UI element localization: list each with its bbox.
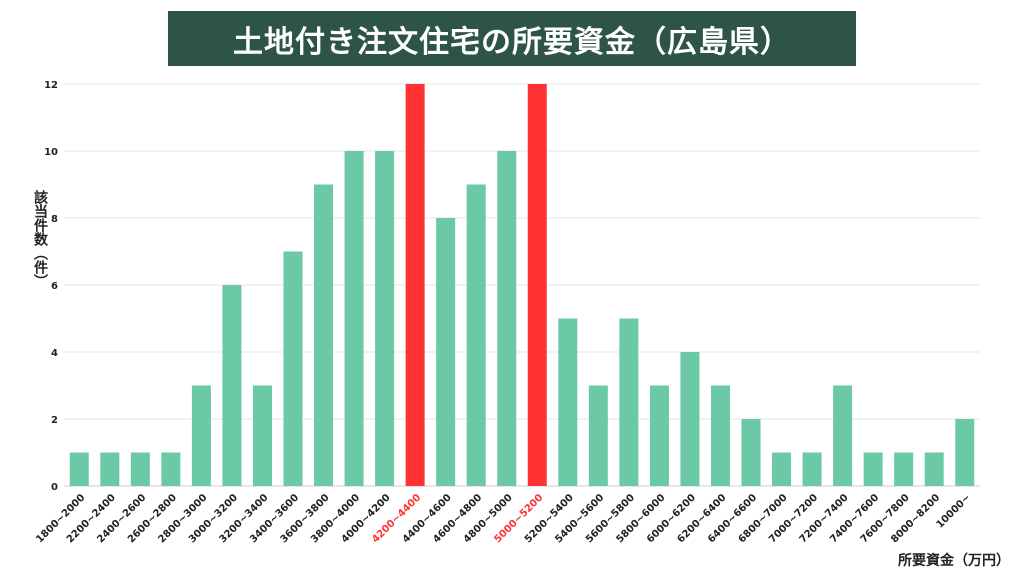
bar-2400~2600 [130, 452, 150, 486]
bar-7400~7600 [863, 452, 883, 486]
y-tick-label: 10 [44, 147, 58, 158]
grid-lines [64, 83, 980, 487]
bar-3400~3600 [283, 251, 303, 486]
y-tick-label: 8 [51, 214, 58, 225]
bar-8000~8200 [924, 452, 944, 486]
bar-5800~6000 [649, 385, 669, 486]
bars [69, 84, 975, 486]
bar-5200~5400 [558, 318, 578, 486]
bar-4600~4800 [466, 184, 486, 486]
bar-4200~4400 [405, 84, 425, 486]
bar-3600~3800 [314, 184, 334, 486]
y-tick-label: 4 [51, 348, 58, 359]
y-tick-labels: 0 2 4 6 8 10 12 [44, 80, 58, 493]
bar-6800~7000 [772, 452, 792, 486]
bar-3000~3200 [222, 285, 242, 486]
bar-5000~5200 [527, 84, 547, 486]
bar-2800~3000 [191, 385, 211, 486]
bar-1800~2000 [69, 452, 89, 486]
y-tick-label: 0 [51, 482, 58, 493]
x-tick-labels: 1800~20002200~24002400~26002600~28002800… [34, 492, 973, 545]
bar-6200~6400 [710, 385, 730, 486]
bar-3800~4000 [344, 151, 364, 486]
bar-4800~5000 [497, 151, 517, 486]
y-tick-label: 12 [44, 80, 58, 91]
bar-4000~4200 [375, 151, 395, 486]
bar-3200~3400 [252, 385, 272, 486]
bar-7200~7400 [833, 385, 853, 486]
bar-2200~2400 [100, 452, 120, 486]
y-tick-label: 6 [51, 281, 58, 292]
bar-5600~5800 [619, 318, 639, 486]
y-tick-label: 2 [51, 415, 58, 426]
bar-5400~5600 [588, 385, 608, 486]
bar-7000~7200 [802, 452, 822, 486]
bar-7600~7800 [894, 452, 914, 486]
y-axis-label: 該当件数（件） [32, 190, 48, 288]
bar-10000~ [955, 419, 975, 486]
x-axis-label: 所要資金（万円） [898, 553, 1010, 569]
bar-4400~4600 [436, 218, 456, 486]
bar-2600~2800 [161, 452, 181, 486]
bar-6400~6600 [741, 419, 761, 486]
bar-6000~6200 [680, 352, 700, 486]
x-tick-label: 10000~ [935, 492, 973, 530]
chart-title: 土地付き注文住宅の所要資金（広島県） [168, 11, 856, 66]
